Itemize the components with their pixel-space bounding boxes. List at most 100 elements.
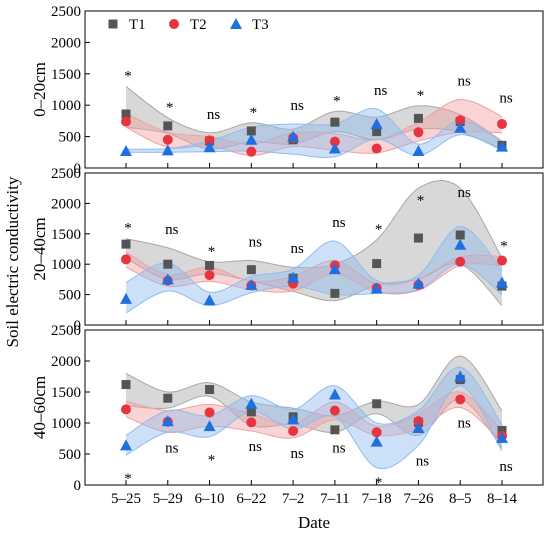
band-upper-T3 xyxy=(125,225,503,293)
x-tick-label: 7–18 xyxy=(362,491,392,507)
significance-label: * xyxy=(333,93,341,109)
band-T2 xyxy=(126,99,502,156)
y-tick-label: 500 xyxy=(59,130,82,146)
x-tick-label: 5–25 xyxy=(111,491,141,507)
point-T2 xyxy=(455,115,466,126)
y-axis-title: Soil electric conductivity xyxy=(3,176,22,347)
legend-marker-T3 xyxy=(230,18,242,29)
legend-label-T1: T1 xyxy=(129,17,146,33)
y-tick-label: 1500 xyxy=(51,385,81,401)
significance-label: * xyxy=(124,471,132,487)
legend-marker-T1 xyxy=(108,19,118,29)
significance-label: * xyxy=(375,222,383,238)
point-T2 xyxy=(371,143,382,154)
legend-label-T2: T2 xyxy=(190,17,207,33)
x-tick-label: 6–10 xyxy=(195,491,225,507)
point-T3 xyxy=(245,133,258,145)
y-tick-label: 2000 xyxy=(51,35,81,51)
point-T1 xyxy=(205,385,215,395)
panel-2: 0 500 1000 1500 2000 2500 20–40cm * ns * ns ns ns * * n… xyxy=(30,166,544,334)
band-lower-T3 xyxy=(125,385,503,470)
point-T3 xyxy=(287,413,300,425)
significance-label: * xyxy=(417,193,425,209)
point-T1 xyxy=(163,259,173,269)
significance-label: * xyxy=(250,105,258,121)
significance-label: ns xyxy=(416,453,430,469)
y-tick-label: 2000 xyxy=(51,354,81,370)
x-tick-label: 6–22 xyxy=(236,491,266,507)
y-tick-label: 500 xyxy=(59,288,82,304)
point-T3 xyxy=(245,397,258,409)
chart-panels: 0 500 1000 1500 2000 2500 0–20cm * * ns * ns * ns * ns n… xyxy=(30,4,544,494)
band-T1 xyxy=(126,180,502,306)
significance-label: ns xyxy=(332,440,346,456)
point-T1 xyxy=(246,126,256,136)
x-tick-label: 7–26 xyxy=(403,491,434,507)
x-tick-label: 5–29 xyxy=(153,491,183,507)
point-T3 xyxy=(120,439,132,451)
significance-label: ns xyxy=(165,222,179,238)
point-T2 xyxy=(413,416,424,427)
significance-label: ns xyxy=(374,83,388,99)
point-T1 xyxy=(330,288,340,298)
point-T2 xyxy=(329,405,340,416)
point-T3 xyxy=(370,435,383,447)
significance-label: * xyxy=(166,100,174,116)
band-T1 xyxy=(126,86,502,150)
point-T1 xyxy=(205,260,215,270)
point-T3 xyxy=(161,273,174,285)
point-T3 xyxy=(370,282,383,294)
band-upper-T1 xyxy=(125,355,503,417)
legend-label-T3: T3 xyxy=(252,17,269,33)
point-T1 xyxy=(163,393,173,403)
significance-label: * xyxy=(375,475,383,491)
significance-label: * xyxy=(208,453,216,469)
point-T3 xyxy=(328,388,341,400)
point-T1 xyxy=(121,239,131,249)
point-T2 xyxy=(121,116,131,127)
y-tick-label: 0 xyxy=(74,318,82,334)
point-T3 xyxy=(120,145,132,157)
band-T3 xyxy=(126,108,502,158)
significance-label: ns xyxy=(249,235,263,251)
significance-label: * xyxy=(417,88,425,104)
panel-frame xyxy=(84,172,544,326)
band-lower-T1 xyxy=(125,126,503,150)
point-T3 xyxy=(120,292,132,304)
point-T2 xyxy=(329,136,340,147)
point-T2 xyxy=(246,146,257,157)
point-T2 xyxy=(162,134,173,145)
point-T2 xyxy=(455,394,466,405)
x-tick-label: 7–2 xyxy=(282,491,305,507)
point-T1 xyxy=(330,117,340,127)
point-T3 xyxy=(287,130,300,142)
band-lower-T2 xyxy=(125,126,503,156)
x-tick-label: 8–5 xyxy=(449,491,472,507)
x-tick-label: 7–11 xyxy=(320,491,349,507)
y-tick-label: 1000 xyxy=(51,98,81,114)
significance-label: ns xyxy=(458,416,472,432)
x-axis: 5–25 5–29 6–10 6–22 7–2 7–11 7–18 7–26 8–5 8–14 xyxy=(111,491,518,507)
significance-label: * xyxy=(124,68,132,84)
point-T1 xyxy=(497,425,507,435)
point-T3 xyxy=(412,421,425,433)
point-T1 xyxy=(372,399,382,409)
band-lower-T2 xyxy=(125,263,503,295)
band-upper-T2 xyxy=(125,251,503,286)
panel-3: 0 500 1000 1500 2000 2500 40–60cm * ns * ns ns ns * ns… xyxy=(30,323,544,494)
band-upper-T1 xyxy=(125,85,503,142)
point-T3 xyxy=(496,431,508,443)
point-T3 xyxy=(203,420,216,432)
point-T3 xyxy=(454,121,467,133)
point-T1 xyxy=(372,259,382,269)
band-lower-T2 xyxy=(125,406,503,444)
band-upper-T2 xyxy=(125,391,503,431)
point-T3 xyxy=(328,142,341,154)
panel-frame xyxy=(84,329,544,486)
point-T2 xyxy=(371,427,382,438)
significance-label: ns xyxy=(499,91,513,107)
y-tick-label: 500 xyxy=(59,447,82,463)
significance-label: ns xyxy=(249,439,263,455)
point-T1 xyxy=(121,380,131,390)
significance-label: ns xyxy=(290,446,304,462)
